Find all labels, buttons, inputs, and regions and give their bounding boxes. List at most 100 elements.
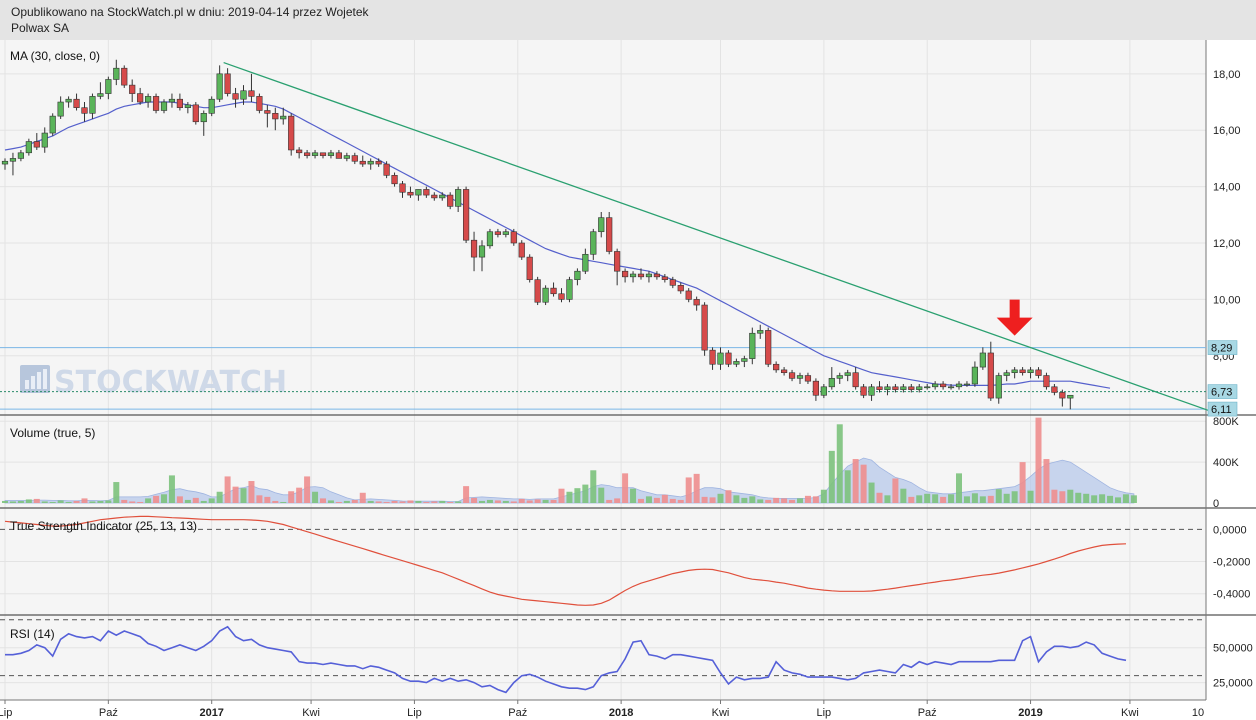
watermark-layer: STOCKWATCH [20,365,287,400]
watermark-text: STOCKWATCH [54,365,287,400]
volume-bar [1027,490,1034,503]
volume-bar [669,498,676,503]
candle-body [820,386,827,396]
candle-body [518,242,525,258]
volume-bar [876,492,883,503]
volume-bar [844,470,851,503]
candle-body [916,386,923,390]
candle-body [105,79,112,94]
rsi-panel-label: RSI (14) [10,627,55,641]
volume-bar [781,498,788,503]
volume-bar [57,500,64,503]
x-tick-label: Paź [99,707,118,719]
candle-body [97,93,104,97]
volume-bar [757,499,764,503]
candle-body [606,217,613,252]
candle-body [884,386,891,390]
volume-bar [892,478,899,503]
candle-body [1035,369,1042,376]
price-level-tag [1207,340,1238,355]
data-layer [0,59,1214,694]
x-tick-label: 2018 [609,707,633,719]
rsi-line [5,625,1127,694]
candle-body [788,372,796,379]
price-tick-label: 12,00 [1213,238,1241,250]
volume-bar [89,501,96,503]
candle-body [407,191,414,196]
candle-body [49,115,56,134]
watermark-logo-bar [31,376,35,389]
candle-body [232,93,239,100]
volume-tick-label: 800K [1213,416,1239,428]
candle-body [1019,369,1026,374]
candle-body [860,386,867,396]
candle-body [462,189,470,241]
volume-bar [773,497,780,503]
volume-bar [113,482,120,503]
volume-bar [733,495,740,503]
candle-body [391,175,398,185]
candle-body [1059,392,1066,399]
candle-body [677,285,684,292]
x-tick-label: 10 [1192,707,1204,719]
volume-bar [1067,489,1074,503]
candle-body [717,352,724,365]
volume-bar [812,496,819,503]
volume-bar [1099,494,1106,503]
candle-body [415,189,422,196]
volume-bar [797,498,803,503]
header-bar: Opublikowano na StockWatch.pl w dniu: 20… [0,0,1256,40]
candle-body [995,375,1002,399]
candle-body [693,299,700,306]
volume-bar [97,500,104,503]
volume-bar [33,498,40,503]
volume-bar [272,500,279,503]
volume-bar [2,500,8,503]
candle-body [812,380,819,396]
price-tick-label: 10,00 [1213,294,1241,306]
candle-body [1051,386,1058,393]
candle-body [542,287,549,303]
x-tick-label: Kwi [1121,707,1139,719]
volume-bar [463,486,470,503]
candle-body [868,386,875,396]
volume-bar [502,500,509,503]
volume-bar [1035,417,1042,503]
candle-body [383,163,390,176]
volume-bar [129,501,136,503]
candle-body [614,251,621,272]
volume-bar [963,496,970,503]
volume-bar [717,493,724,503]
candle-body [637,273,645,278]
candle-body [335,152,343,159]
candle-body [486,231,494,247]
candle-body [757,330,764,334]
volume-bar [582,484,589,503]
volume-bar [367,500,374,503]
volume-bar [415,500,422,503]
volume-bar [479,500,485,503]
candle-body [733,361,740,365]
volume-bar [661,494,668,503]
volume-bar [486,499,493,503]
candle-body [900,386,907,390]
volume-bar [335,501,342,503]
candle-body [41,132,48,148]
volume-bar [296,487,303,503]
rsi-tick-label: 50,0000 [1213,643,1253,655]
volume-bar [280,501,287,503]
candle-body [57,101,64,117]
trendline[interactable] [223,61,1214,413]
volume-bar [176,496,183,503]
volume-bar [534,499,541,503]
candle-body [534,279,541,303]
volume-bar [590,470,597,503]
candle-body [65,98,72,103]
red-arrow-marker [996,299,1033,336]
candle-body [73,98,80,108]
candle-body [113,67,120,80]
volume-bar [574,488,581,503]
volume-bar [1122,494,1129,503]
candle-body [558,293,565,300]
